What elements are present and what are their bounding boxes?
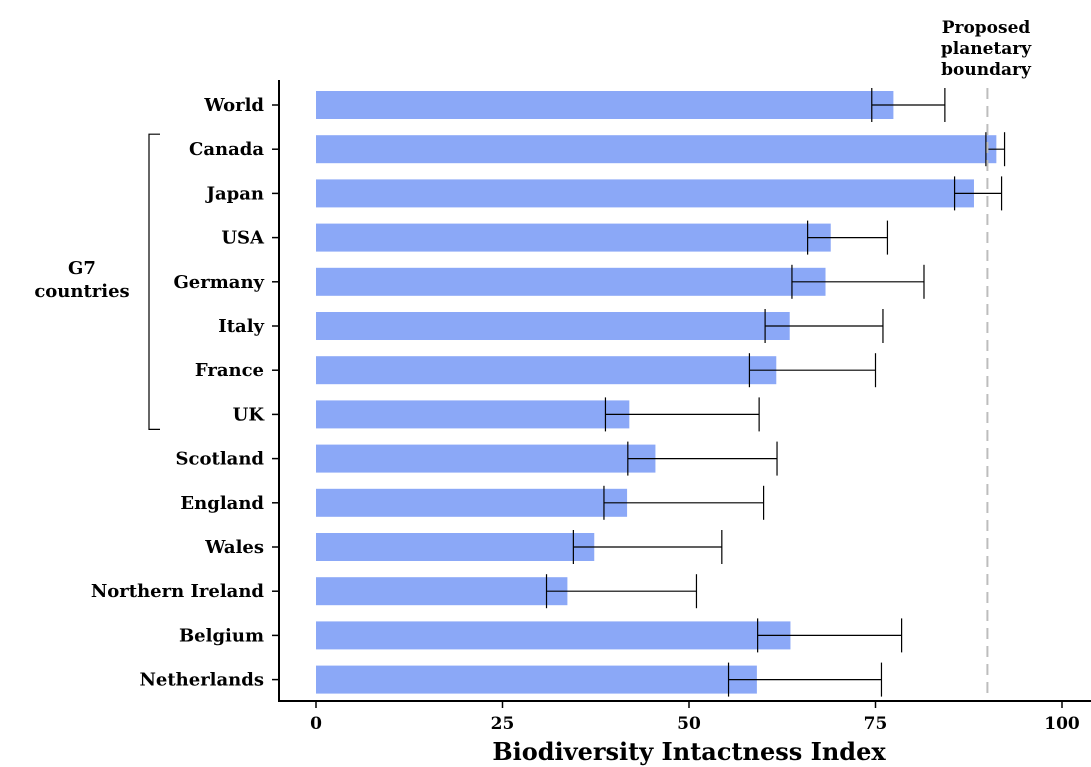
bars-layer <box>316 91 997 694</box>
x-ticks-layer: 0 25 50 75 100 <box>310 701 1080 734</box>
category-label-0: World <box>203 95 264 116</box>
g7-group-bracket: G7 countries <box>34 133 160 430</box>
x-tick-label-2: 50 <box>677 714 701 734</box>
bar-8 <box>316 444 656 473</box>
x-axis-title: Biodiversity Intactness Index <box>492 737 886 766</box>
category-label-5: Italy <box>218 316 264 337</box>
bar-12 <box>316 621 791 650</box>
reference-annotation: Proposed planetary boundary <box>941 18 1032 80</box>
bar-1 <box>316 135 997 164</box>
x-tick-label-1: 25 <box>491 714 515 734</box>
bar-3 <box>316 223 831 252</box>
category-label-2: Japan <box>204 183 264 204</box>
x-tick-label-4: 100 <box>1044 714 1080 734</box>
bar-11 <box>316 577 568 606</box>
reference-label-line-1: Proposed <box>942 18 1031 38</box>
category-label-1: Canada <box>189 139 264 160</box>
group-label-line-2: countries <box>34 281 129 302</box>
category-label-9: England <box>180 493 264 514</box>
axes-layer <box>272 80 1091 702</box>
group-bracket-line <box>148 133 160 430</box>
category-label-4: Germany <box>173 272 264 293</box>
category-label-11: Northern Ireland <box>91 581 265 602</box>
bar-4 <box>316 267 826 296</box>
category-label-3: USA <box>221 228 265 249</box>
bar-2 <box>316 179 974 208</box>
category-labels-layer: World Canada Japan USA Germany Italy France UK S… <box>91 95 266 691</box>
bar-9 <box>316 488 628 517</box>
bar-10 <box>316 533 595 561</box>
bar-6 <box>316 356 777 385</box>
category-label-12: Belgium <box>179 625 264 646</box>
bar-13 <box>316 665 757 694</box>
bar-0 <box>316 91 894 119</box>
reference-label-line-3: boundary <box>941 60 1032 80</box>
category-label-10: Wales <box>204 537 264 558</box>
x-tick-label-0: 0 <box>310 714 322 734</box>
group-label-line-1: G7 <box>68 258 96 279</box>
category-label-6: France <box>195 360 264 381</box>
error-bars-layer <box>545 88 1006 697</box>
category-label-7: UK <box>233 404 266 425</box>
bar-7 <box>316 400 630 429</box>
category-label-8: Scotland <box>176 449 265 470</box>
bar-5 <box>316 312 790 340</box>
reference-label-line-2: planetary <box>941 39 1032 59</box>
x-tick-label-3: 75 <box>864 714 888 734</box>
category-label-13: Netherlands <box>139 670 264 691</box>
